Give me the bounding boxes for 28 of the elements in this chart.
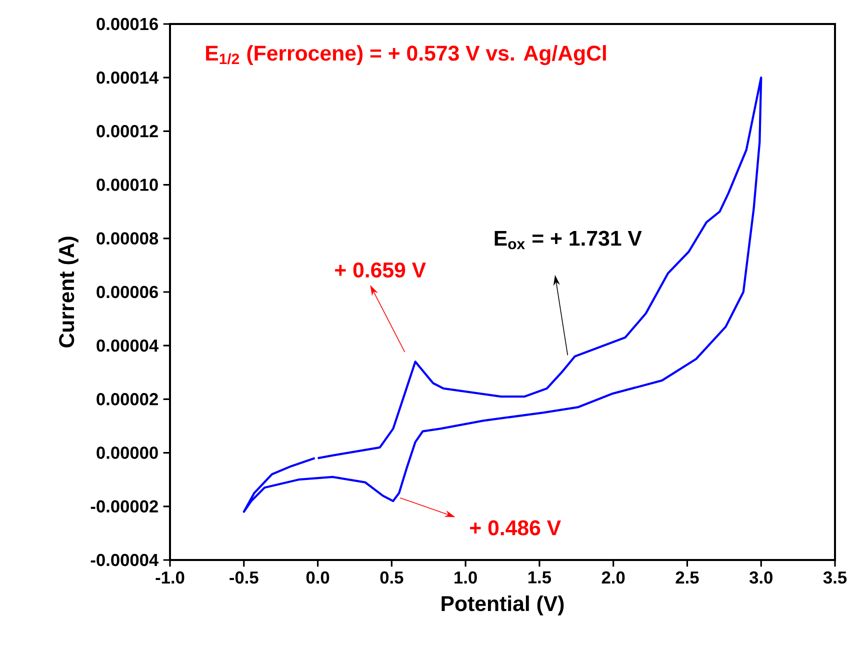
x-tick-label: 2.0 (602, 571, 625, 584)
y-tick-label: 0.00016 (96, 18, 158, 30)
x-tick-label: -0.5 (230, 571, 258, 584)
y-tick-label: -0.00002 (90, 500, 158, 513)
y-tick-label: 0.00006 (96, 286, 158, 298)
x-tick-label: 3.0 (749, 571, 772, 584)
y-tick-label: 0.00012 (96, 125, 158, 138)
y-tick-label: 0.00014 (96, 71, 159, 84)
annotation: + 0.659 V (335, 262, 426, 278)
x-tick-label: 0.5 (380, 571, 404, 584)
x-tick-label: -1.0 (156, 571, 184, 584)
annotation: E$_{1/2}$ (Ferrocene) = + 0.573 V vs. Ag/AgCl (206, 45, 606, 66)
y-tick-label: 0.00000 (96, 446, 158, 459)
annotation: E$_{ox}$ = + 1.731 V (494, 230, 642, 250)
x-tick-label: 1.0 (454, 571, 477, 584)
annotation: + 0.486 V (470, 520, 561, 536)
y-tick-label: 0.00002 (96, 393, 158, 406)
y-axis-title: Current (A) (58, 236, 78, 348)
y-tick-label: 0.00010 (96, 178, 158, 191)
y-tick-label: -0.00004 (90, 554, 159, 566)
x-tick-label: 3.5 (823, 571, 847, 584)
x-axis-title: Potential (V) (442, 596, 564, 616)
x-tick-label: 1.5 (528, 571, 552, 584)
y-tick-label: 0.00004 (96, 339, 159, 352)
x-tick-label: 2.5 (676, 571, 699, 584)
line-series (242, 76, 762, 513)
x-tick-label: 0.0 (306, 571, 330, 584)
y-tick-label: 0.00008 (96, 232, 158, 245)
